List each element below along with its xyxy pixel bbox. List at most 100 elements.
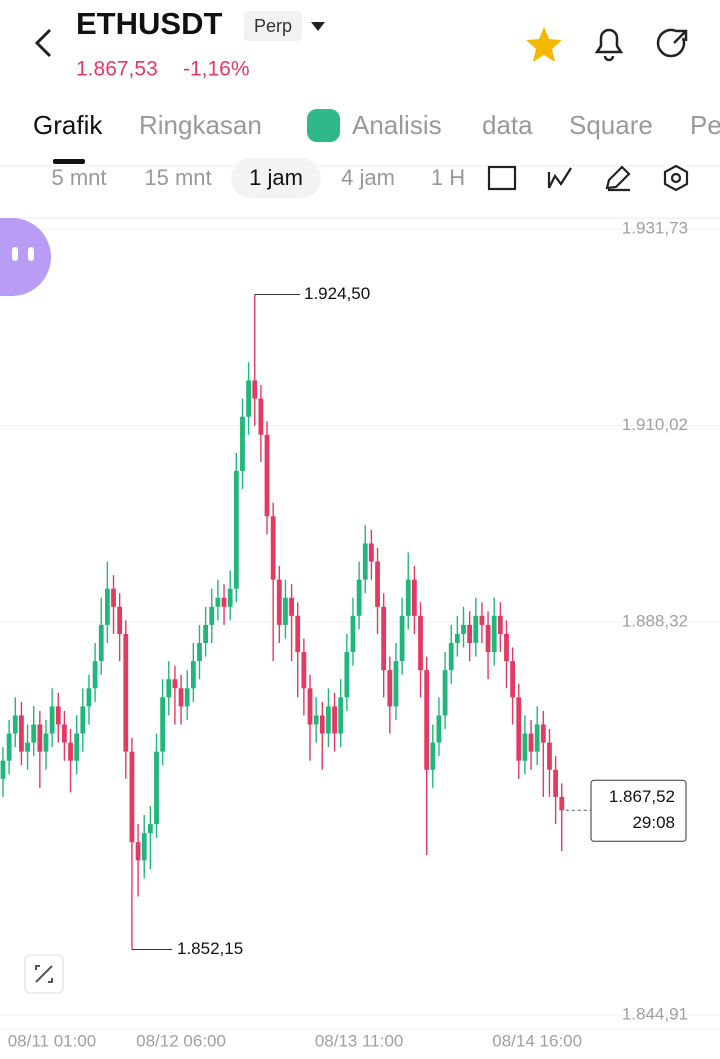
settings-icon[interactable] <box>663 164 689 192</box>
candle-body <box>424 670 430 770</box>
candle-body <box>135 842 141 861</box>
candle-body <box>221 597 227 607</box>
candle-body <box>473 615 479 644</box>
candle-body <box>522 733 528 761</box>
candle-body <box>264 434 270 517</box>
candle-body <box>104 588 110 625</box>
tab-indicator <box>53 159 85 164</box>
candle-body <box>332 706 337 734</box>
high-label: 1.924,50 <box>304 284 370 303</box>
last-price-box <box>590 779 687 842</box>
expand-icon <box>35 965 53 983</box>
star-icon[interactable] <box>526 27 562 62</box>
y-tick-label: 1.910,02 <box>622 415 688 434</box>
candle-body <box>270 516 276 580</box>
assistant-bubble[interactable] <box>0 218 51 296</box>
candle-body <box>25 742 30 752</box>
candle-body <box>147 824 153 834</box>
candle-body <box>356 579 362 616</box>
candle-body <box>117 606 123 634</box>
candle-body <box>227 588 233 607</box>
candle-body <box>497 615 503 634</box>
candle-body <box>6 733 12 761</box>
candle-body <box>37 724 43 752</box>
timeframe-bar: 5 mnt 15 mnt 1 jam 4 jam 1 H <box>51 165 465 190</box>
candle-body <box>553 769 558 797</box>
ai-icon <box>307 109 340 142</box>
candle-body <box>258 398 264 435</box>
candle-body <box>123 633 129 752</box>
candle-body <box>369 543 374 562</box>
candle-body <box>49 706 55 734</box>
candle-body <box>461 624 466 634</box>
candle-body <box>283 597 288 625</box>
tab[interactable]: Ringkasan <box>139 110 262 140</box>
badge: Perp <box>254 16 292 36</box>
candle-body <box>141 833 147 861</box>
candle-body <box>86 688 92 707</box>
candle-body <box>307 688 313 725</box>
candle-body <box>534 724 540 752</box>
candle-body <box>418 615 423 671</box>
candle-body <box>215 597 221 607</box>
candle-body <box>19 715 24 752</box>
candle-body <box>485 624 491 653</box>
bubble-eye <box>28 247 34 261</box>
tab[interactable]: data <box>482 110 533 140</box>
timeframe[interactable]: 15 mnt <box>144 165 211 190</box>
candle-body <box>516 697 522 761</box>
layout-icon[interactable] <box>487 165 517 191</box>
symbol: ETHUSDT <box>76 6 222 41</box>
candle-body <box>430 742 436 770</box>
share-icon[interactable] <box>656 28 688 58</box>
candle-body <box>405 579 411 616</box>
low-label: 1.852,15 <box>177 939 243 958</box>
timeframe[interactable]: 5 mnt <box>51 165 106 190</box>
badge-bg <box>244 11 302 41</box>
indicator-icon[interactable] <box>547 167 572 189</box>
x-tick-label: 08/12 06:00 <box>136 1031 226 1050</box>
change: -1,16% <box>183 58 250 81</box>
candle-body <box>178 688 184 707</box>
candle-body <box>442 670 448 716</box>
x-tick-label: 08/13 11:00 <box>315 1031 404 1050</box>
candle-body <box>246 380 251 417</box>
candle-body <box>276 579 282 625</box>
tab-bar: Grafik Ringkasan Analisis data Square Pe <box>33 109 720 142</box>
timeframe[interactable]: 1 jam <box>249 165 303 190</box>
candle-body <box>547 742 552 770</box>
candle-body <box>197 643 202 662</box>
candle-body <box>0 760 6 779</box>
tab[interactable]: Analisis <box>352 110 442 140</box>
candle-body <box>479 615 485 625</box>
candle-body <box>111 588 116 607</box>
candle-body <box>92 661 98 689</box>
candle-body <box>491 615 497 653</box>
x-tick-label: 08/11 01:00 <box>8 1031 97 1050</box>
candle-body <box>319 715 325 734</box>
candle-body <box>43 733 49 752</box>
tab[interactable]: Grafik <box>33 110 103 140</box>
bell-icon[interactable] <box>594 28 624 62</box>
candle-body <box>172 679 178 689</box>
settings-dot <box>670 172 682 184</box>
candle-body <box>184 688 190 707</box>
back-button[interactable] <box>34 28 52 58</box>
candle-body <box>381 606 387 671</box>
dropdown[interactable] <box>311 22 325 31</box>
timeframe[interactable]: 1 H <box>431 165 465 190</box>
tab[interactable]: Square <box>569 110 653 140</box>
tab[interactable]: Pe <box>690 110 720 140</box>
candle-body <box>62 724 67 743</box>
candle-body <box>375 561 380 607</box>
draw-icon[interactable] <box>605 165 631 192</box>
candle-body <box>289 597 294 616</box>
bubble-eye <box>12 247 18 261</box>
candle-body <box>467 624 473 644</box>
y-tick-label: 1.931,73 <box>622 218 688 237</box>
candle-body <box>350 615 356 653</box>
candle-body <box>203 624 209 644</box>
candle-body <box>295 615 301 653</box>
timeframe[interactable]: 4 jam <box>341 165 395 190</box>
